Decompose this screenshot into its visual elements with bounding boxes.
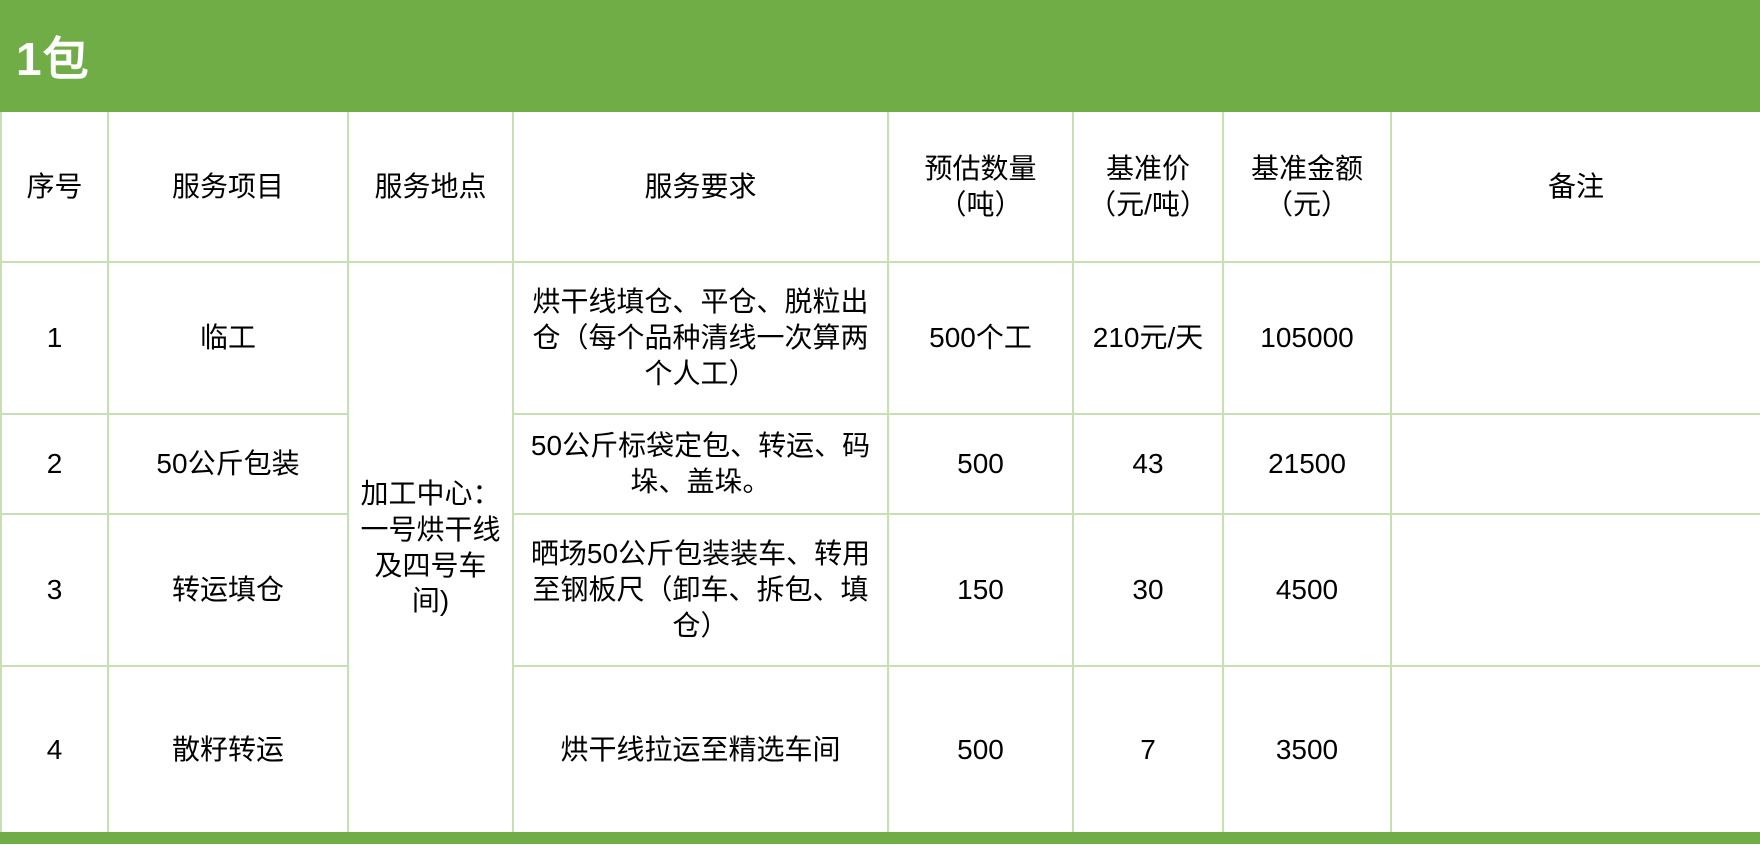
- cell-service-item: 临工: [107, 261, 349, 415]
- header-service-requirement: 服务要求: [512, 112, 889, 263]
- service-table: 序号 服务项目 服务地点 服务要求 预估数量 （吨） 基准价 （元/吨） 基准金…: [0, 112, 1760, 844]
- cell-remark: [1390, 413, 1760, 515]
- header-service-item: 服务项目: [107, 112, 349, 263]
- cell-quantity: 500个工: [887, 261, 1074, 415]
- cell-service-item: 转运填仓: [107, 513, 349, 667]
- cell-index: 1: [0, 261, 109, 415]
- header-row: 序号 服务项目 服务地点 服务要求 预估数量 （吨） 基准价 （元/吨） 基准金…: [0, 112, 1760, 263]
- cell-index: 2: [0, 413, 109, 515]
- cell-amount: 21500: [1222, 413, 1392, 515]
- cell-remark: [1390, 665, 1760, 839]
- header-estimated-quantity: 预估数量 （吨）: [887, 112, 1074, 263]
- cell-price: 210元/天: [1072, 261, 1224, 415]
- cell-amount: 3500: [1222, 665, 1392, 839]
- cell-price: 30: [1072, 513, 1224, 667]
- cell-quantity: 500: [887, 665, 1074, 839]
- cell-remark: [1390, 261, 1760, 415]
- package-banner: 1包: [0, 0, 1760, 112]
- cell-service-item: 50公斤包装: [107, 413, 349, 515]
- table-row: 4 散籽转运 烘干线拉运至精选车间 500 7 3500: [0, 665, 1760, 839]
- cell-service-location-merged: 加工中心：一号烘干线及四号车间): [347, 261, 514, 839]
- cell-index: 4: [0, 665, 109, 839]
- cell-quantity: 500: [887, 413, 1074, 515]
- cell-service-requirement: 晒场50公斤包装装车、转用至钢板尺（卸车、拆包、填仓）: [512, 513, 889, 667]
- cell-amount: 105000: [1222, 261, 1392, 415]
- header-remark: 备注: [1390, 112, 1760, 263]
- cell-amount: 4500: [1222, 513, 1392, 667]
- cell-quantity: 150: [887, 513, 1074, 667]
- header-index: 序号: [0, 112, 109, 263]
- header-base-price: 基准价 （元/吨）: [1072, 112, 1224, 263]
- cell-index: 3: [0, 513, 109, 667]
- cell-remark: [1390, 513, 1760, 667]
- cell-service-requirement: 50公斤标袋定包、转运、码垛、盖垛。: [512, 413, 889, 515]
- cell-price: 7: [1072, 665, 1224, 839]
- cell-price: 43: [1072, 413, 1224, 515]
- table-row: 3 转运填仓 晒场50公斤包装装车、转用至钢板尺（卸车、拆包、填仓） 150 3…: [0, 513, 1760, 667]
- header-service-location: 服务地点: [347, 112, 514, 263]
- table-row: 1 临工 加工中心：一号烘干线及四号车间) 烘干线填仓、平仓、脱粒出仓（每个品种…: [0, 261, 1760, 839]
- header-base-amount: 基准金额 （元）: [1222, 112, 1392, 263]
- table-row: 2 50公斤包装 50公斤标袋定包、转运、码垛、盖垛。 500 43 21500: [0, 413, 1760, 515]
- package-title: 1包: [16, 33, 90, 85]
- cell-service-item: 散籽转运: [107, 665, 349, 839]
- cell-service-requirement: 烘干线拉运至精选车间: [512, 665, 889, 839]
- cell-service-requirement: 烘干线填仓、平仓、脱粒出仓（每个品种清线一次算两个人工）: [512, 261, 889, 415]
